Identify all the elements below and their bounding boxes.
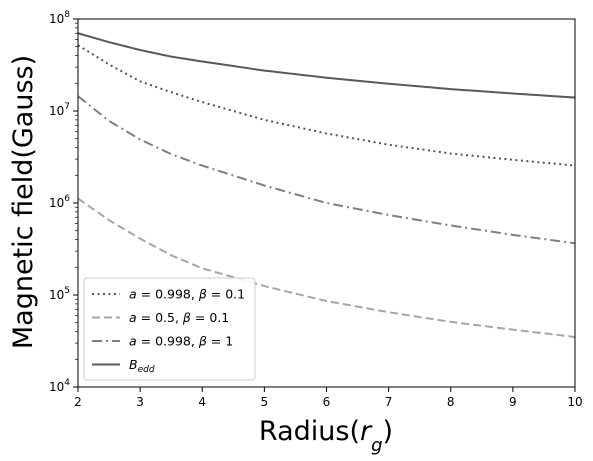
series-line-s3 — [77, 95, 576, 245]
y-tick-label: 105 — [49, 286, 70, 302]
x-tick-label: 2 — [74, 395, 82, 409]
plot-area — [77, 32, 576, 338]
legend-label-s3: a = 0.998, β = 1 — [129, 334, 233, 349]
series-line-s2 — [77, 197, 576, 338]
x-tick-label: 8 — [447, 395, 455, 409]
legend-label-s2: a = 0.5, β = 0.1 — [129, 310, 229, 325]
x-tick-label: 3 — [136, 395, 144, 409]
x-axis-label: Radius(rg) — [259, 416, 393, 456]
series-line-s4 — [77, 32, 576, 99]
legend-box — [83, 277, 256, 381]
legend: a = 0.998, β = 0.1 a = 0.5, β = 0.1 a = 0.… — [83, 277, 256, 381]
x-tick-label: 6 — [323, 395, 331, 409]
x-tick-label: 7 — [385, 395, 393, 409]
y-tick-label: 108 — [49, 10, 70, 26]
x-tick-label: 4 — [198, 395, 206, 409]
x-tick-label: 9 — [509, 395, 517, 409]
y-tick-label: 104 — [49, 378, 70, 394]
legend-label-s4: Bedd — [129, 357, 155, 375]
y-tick-label: 107 — [49, 102, 70, 118]
x-tick-label: 5 — [261, 395, 269, 409]
x-tick-label: 10 — [567, 395, 582, 409]
legend-label-s1: a = 0.998, β = 0.1 — [129, 287, 245, 302]
axes: 2 3 4 5 6 7 8 9 10 104 105 106 107 108 — [49, 10, 583, 409]
y-tick-label: 106 — [49, 194, 70, 210]
y-axis-label: Magnetic field(Gauss) — [8, 55, 39, 349]
